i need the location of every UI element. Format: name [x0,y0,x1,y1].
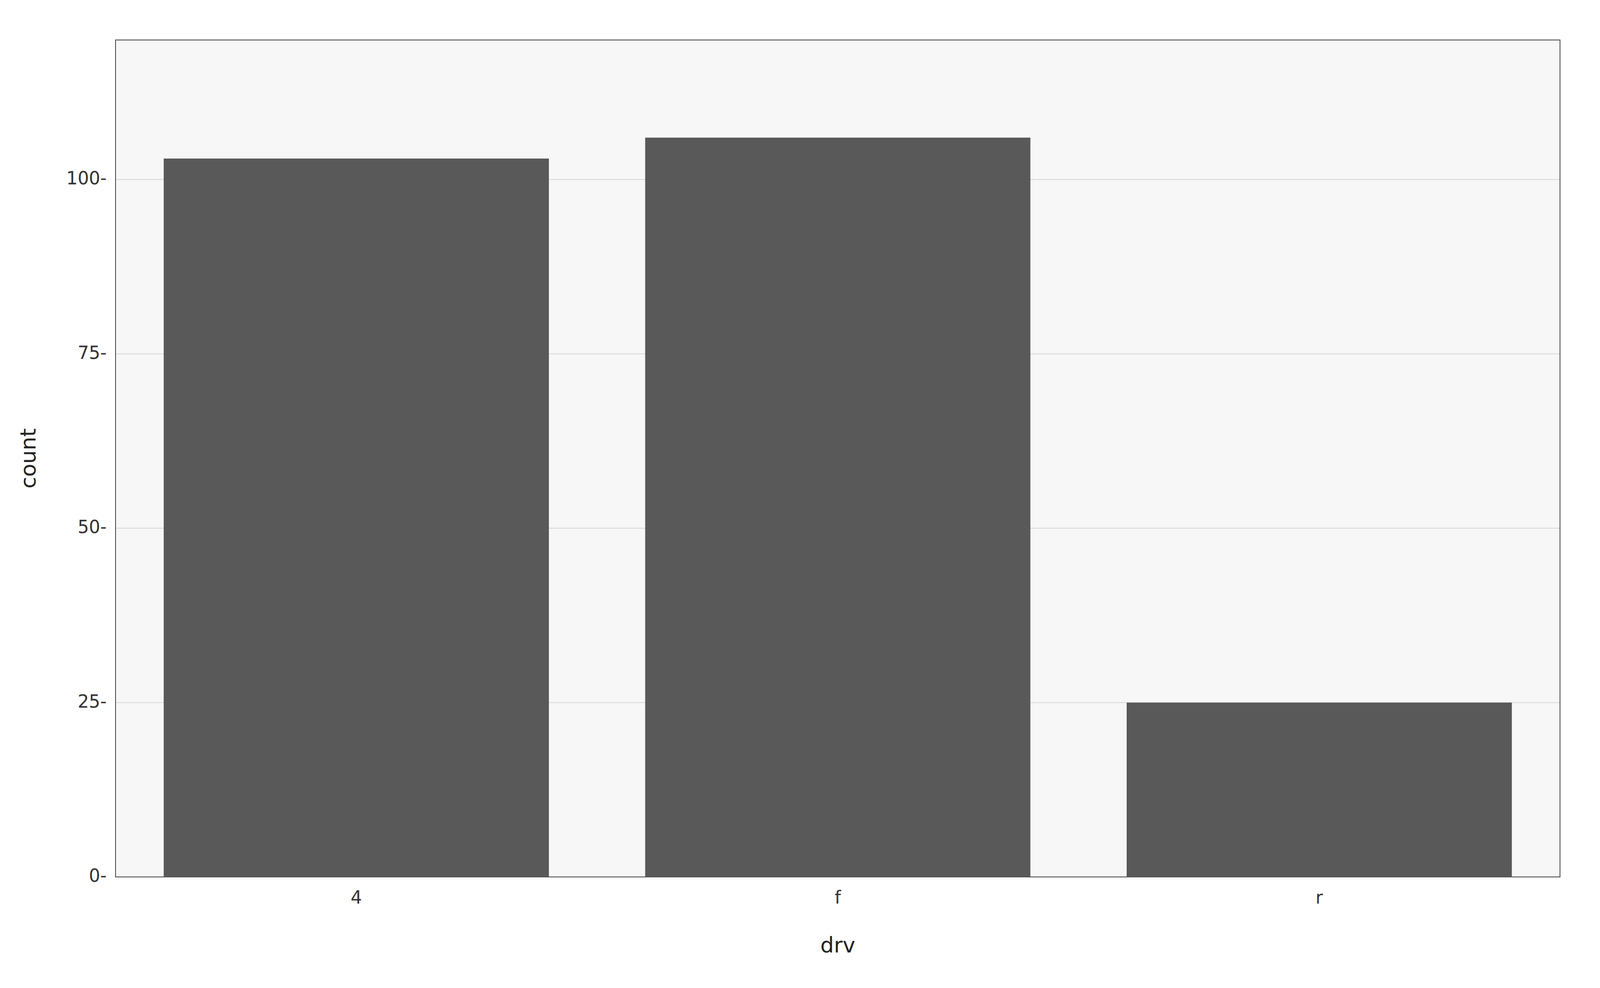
y-tick-label: 25- [77,691,107,712]
chart: 0- 25- 50- 75- 100- 4 f r drv count [0,0,1600,988]
plot-frame [115,40,1560,878]
x-tick-label: 4 [350,887,362,908]
bars [163,137,1512,878]
plot-background [115,40,1560,878]
y-tick-label: 75- [77,342,107,364]
bar [645,137,1031,878]
x-tick-label: f [834,887,842,908]
y-tick-labels: 0- 25- 50- 75- 100- [66,168,107,887]
y-tick-label: 100- [66,168,107,189]
y-axis-label: count [15,428,41,489]
x-tick-labels: 4 f r [350,887,1324,908]
bar [163,158,549,878]
x-tick-label: r [1315,887,1324,908]
x-axis-label: drv [820,932,856,958]
y-tick-label: 50- [77,516,107,538]
y-tick-label: 0- [88,865,107,887]
bar [1126,703,1512,878]
